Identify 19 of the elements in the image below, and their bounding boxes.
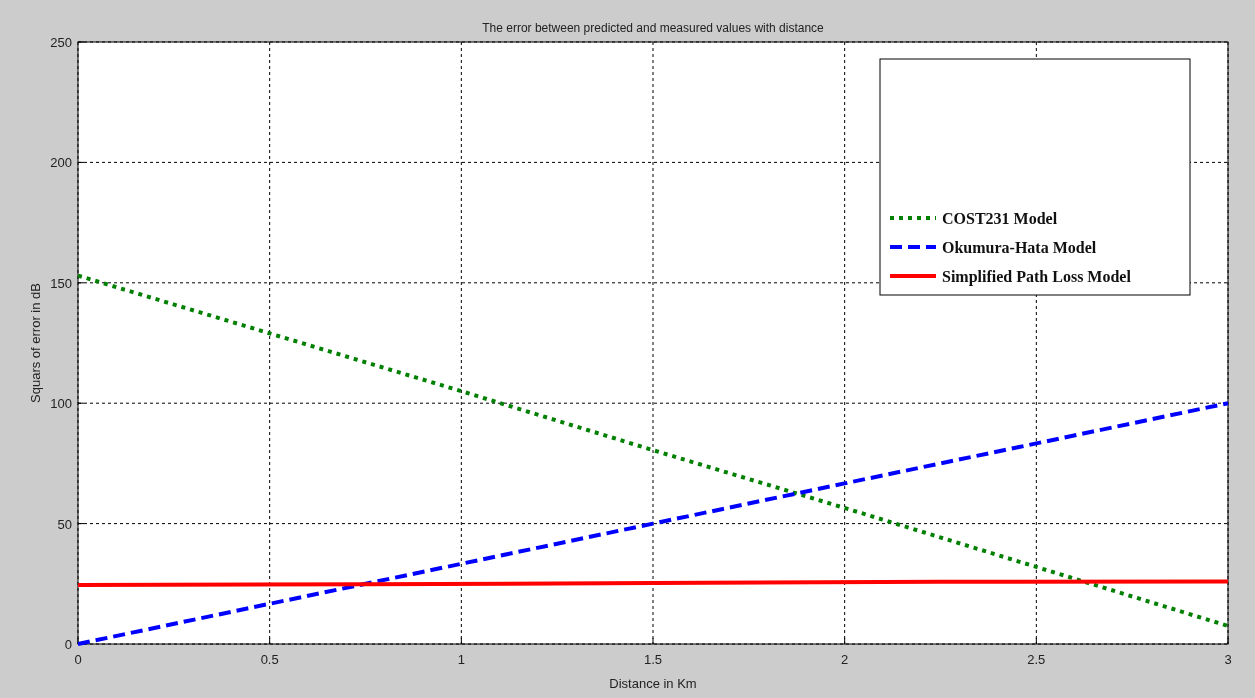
x-tick-label: 0 (74, 652, 82, 667)
legend-label: Okumura-Hata Model (942, 239, 1097, 256)
y-tick-label: 0 (64, 637, 72, 652)
y-tick-label: 200 (50, 155, 72, 171)
x-tick-label: 1 (457, 652, 465, 667)
legend-label: Simplified Path Loss Model (942, 268, 1132, 286)
x-axis-title: Distance in Km (609, 676, 697, 691)
y-tick-label: 100 (50, 396, 72, 412)
y-tick-label: 250 (50, 35, 72, 50)
x-tick-label: 1.5 (643, 652, 663, 667)
y-tick-label: 150 (50, 275, 72, 291)
y-axis-title: Squars of error in dB (28, 283, 43, 403)
x-tick-label: 2 (841, 652, 849, 667)
chart-title: The error between predicted and measured values with distance (482, 21, 825, 35)
legend-label: COST231 Model (942, 210, 1058, 227)
x-tick-label: 2.5 (1027, 652, 1046, 667)
y-tick-label: 50 (57, 516, 72, 532)
x-tick-label: 0.5 (260, 652, 279, 667)
x-tick-label: 3 (1224, 652, 1232, 667)
